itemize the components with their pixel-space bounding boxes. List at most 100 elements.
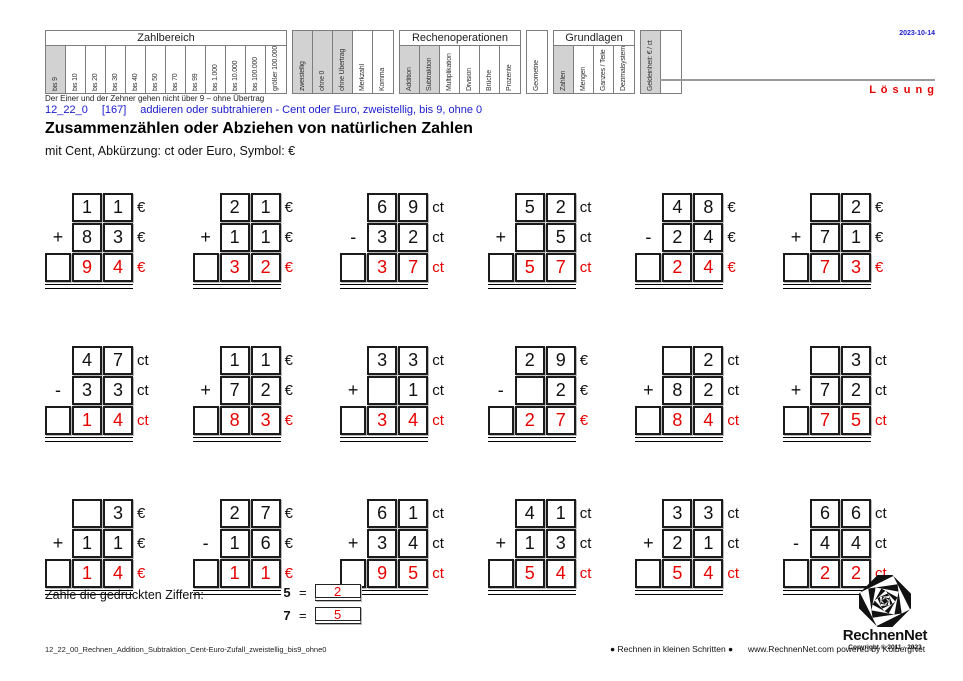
matrix-cell: Dezimalsystem xyxy=(614,46,634,93)
operand2-tens-box: 8 xyxy=(662,376,693,405)
unit-label: € xyxy=(137,199,146,216)
matrix-cell: Addition xyxy=(400,46,420,93)
matrix-cell: Mengen xyxy=(574,46,594,93)
count-digit: 5 xyxy=(283,585,291,600)
operand1-ones-box: 1 xyxy=(398,499,429,528)
unit-label: € xyxy=(284,352,293,369)
result-hundreds-box xyxy=(487,406,514,435)
operand2-tens-box: 2 xyxy=(662,223,693,252)
operand2-tens-box: 7 xyxy=(809,376,840,405)
spacer-cell xyxy=(193,346,219,375)
unit-label: € xyxy=(137,535,146,552)
unit-label: ct xyxy=(432,199,444,216)
operand2-ones-box: 4 xyxy=(840,529,871,558)
result-hundreds-box xyxy=(340,406,367,435)
problem: 4 1 ct +1 3 ct 5 4 ct xyxy=(487,499,606,618)
matrix-cell: ohne Übertrag xyxy=(333,31,353,93)
operator-sign: + xyxy=(495,533,507,553)
result-hundreds-box xyxy=(45,406,71,435)
operand2-ones-box: 1 xyxy=(250,223,281,252)
result-tens-box: 9 xyxy=(72,253,102,282)
unit-label: € xyxy=(727,229,736,246)
unit-label: ct xyxy=(137,352,149,369)
matrix-cell: Zahlen xyxy=(554,46,574,93)
operand1-tens-box xyxy=(809,346,840,375)
operator-sign: - xyxy=(202,533,209,553)
unit-label: ct xyxy=(432,352,444,369)
matrix-cell: zweistellig xyxy=(293,31,313,93)
matrix-group-cells: Geometrie xyxy=(527,31,547,93)
operator-sign: - xyxy=(645,227,652,247)
result-tens-box: 3 xyxy=(367,406,398,435)
operand1-tens-box xyxy=(72,499,102,528)
unit-label: ct xyxy=(432,565,444,582)
result-tens-box: 8 xyxy=(219,406,250,435)
operator-sign: - xyxy=(792,533,799,553)
matrix-cell-label: bis 10.000 xyxy=(231,60,239,91)
sheet-title: 12_22_0 [167] addieren oder subtrahieren -… xyxy=(45,104,482,116)
matrix-cell-label: Merkzahl xyxy=(358,64,366,91)
operand2-tens-box xyxy=(367,376,398,405)
spacer-cell xyxy=(783,346,809,375)
spacer-cell xyxy=(783,499,809,528)
count-digit: 7 xyxy=(283,608,291,623)
operand2-ones-box: 3 xyxy=(103,376,133,405)
sheet-description: addieren oder subtrahieren - Cent oder E… xyxy=(140,104,483,116)
unit-label: ct xyxy=(579,565,592,582)
spacer-cell xyxy=(488,346,514,375)
operand2-tens-box: 2 xyxy=(662,529,693,558)
matrix-cell-label: bis 70 xyxy=(171,73,179,91)
matrix-cell: größer 100.000 xyxy=(266,46,286,93)
matrix-group-title: Zahlbereich xyxy=(46,31,286,46)
result-hundreds-box xyxy=(782,559,809,588)
matrix-cell-label: Addition xyxy=(405,67,413,91)
matrix-cell: bis 10 xyxy=(66,46,86,93)
unit-label: ct xyxy=(579,199,592,216)
result-hundreds-box xyxy=(192,253,219,282)
result-ones-box: 7 xyxy=(398,253,429,282)
matrix-cell: bis 99 xyxy=(186,46,206,93)
result-underline xyxy=(340,590,429,595)
result-tens-box: 1 xyxy=(219,559,250,588)
spacer-cell xyxy=(45,193,71,222)
unit-label: € xyxy=(284,382,293,399)
count-row: 7 = 5 xyxy=(283,607,361,624)
problem: 3 ct +7 2 ct 7 5 ct xyxy=(782,346,901,465)
matrix-cell-label: Geometrie xyxy=(533,60,540,91)
unit-label: ct xyxy=(874,565,887,582)
matrix-cell: Prozente xyxy=(500,46,520,93)
unit-label: ct xyxy=(727,412,740,429)
matrix-cell-label: bis 10 xyxy=(71,73,79,91)
unit-label: € xyxy=(579,382,589,399)
result-ones-box: 4 xyxy=(693,253,724,282)
problem: 3 3 ct +2 1 ct 5 4 ct xyxy=(635,499,753,618)
result-hundreds-box xyxy=(192,559,219,588)
result-ones-box: 2 xyxy=(840,559,871,588)
operand1-ones-box: 3 xyxy=(398,346,429,375)
matrix-cell: Geometrie xyxy=(527,31,547,93)
matrix-group-cells: Zahlen Mengen Ganzes / Teile Dezimalsystem xyxy=(554,46,634,93)
result-tens-box: 1 xyxy=(72,559,102,588)
operand2-tens-box: 1 xyxy=(219,529,250,558)
problems-grid: 1 1 € +8 3 €9 4 €2 1 € +1 1 €3 2 €6 9 ct -3 2 ct 3 7 ct 5 2 ct +5 c… xyxy=(45,193,901,618)
unit-label: € xyxy=(284,412,293,429)
operand1-ones-box: 3 xyxy=(840,346,871,375)
operand1-tens-box: 2 xyxy=(514,346,545,375)
result-underline xyxy=(782,437,871,442)
unit-label: ct xyxy=(579,505,592,522)
unit-label: ct xyxy=(579,229,592,246)
result-hundreds-box xyxy=(340,253,367,282)
matrix-group-cells: Geldeinheit: € / ct xyxy=(641,31,681,93)
logo-copyright: Copyright © 2011 - 2023 xyxy=(848,644,922,651)
count-task-label: Zähle die gedruckten Ziffern: xyxy=(45,588,204,602)
unit-label: € xyxy=(874,229,884,246)
operand2-ones-box: 1 xyxy=(103,529,133,558)
operand2-tens-box: 1 xyxy=(514,529,545,558)
unit-label: € xyxy=(284,565,293,582)
operand1-tens-box: 1 xyxy=(72,193,102,222)
unit-label: ct xyxy=(874,505,887,522)
operand2-ones-box: 1 xyxy=(693,529,724,558)
operand1-tens-box: 4 xyxy=(72,346,102,375)
unit-label: € xyxy=(727,259,736,276)
matrix-cell: bis 40 xyxy=(126,46,146,93)
